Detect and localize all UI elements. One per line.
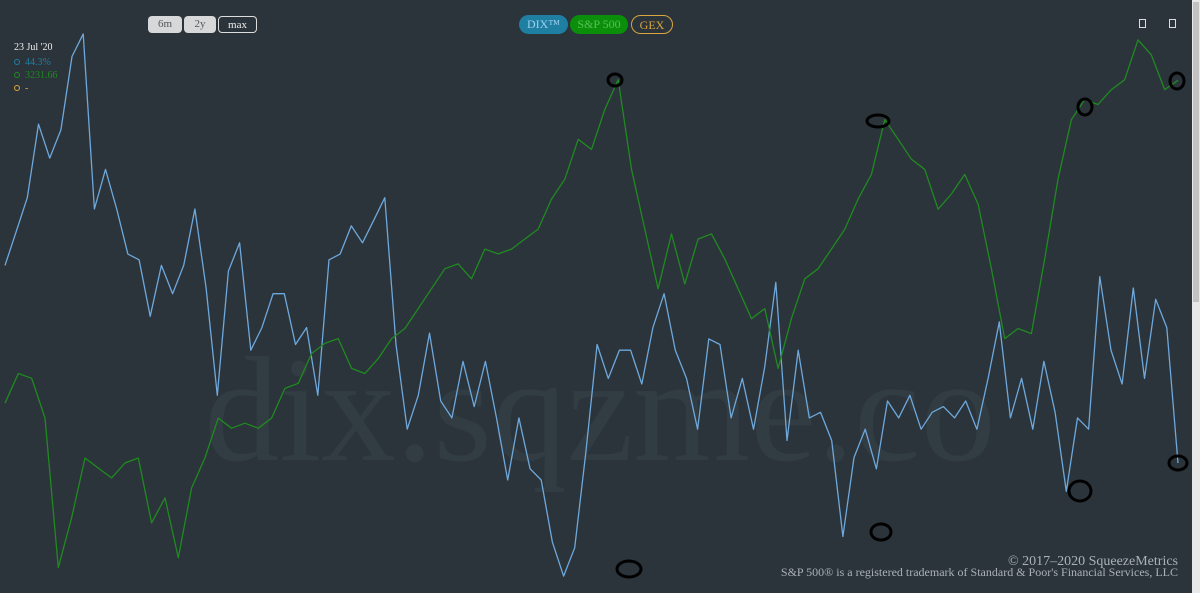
readout-date: 23 Jul '20 <box>14 42 53 53</box>
circle-annotation <box>606 72 624 88</box>
series-line <box>4 33 1179 577</box>
readout-value: 3231.66 <box>25 70 58 81</box>
circle-annotation <box>869 522 893 542</box>
scroll-thumb[interactable] <box>1193 2 1199 302</box>
series-toggle[interactable]: S&P 500 <box>570 15 628 34</box>
series-line <box>4 39 1179 569</box>
gex-toggle[interactable]: GEX <box>631 15 673 34</box>
circle-annotation <box>1067 479 1093 503</box>
readout-item: - <box>14 83 28 94</box>
scrollbar[interactable] <box>1192 0 1200 593</box>
circle-annotation <box>1168 71 1186 91</box>
trademark: S&P 500® is a registered trademark of St… <box>780 565 1178 579</box>
series-toggle[interactable]: DIX™ <box>519 15 568 34</box>
icon-button[interactable] <box>1169 19 1176 28</box>
copyright: © 2017–2020 SqueezeMetrics <box>1007 554 1178 569</box>
readout-dot <box>14 59 20 65</box>
range-button[interactable]: 6m <box>148 16 182 33</box>
readout-value: 44.3% <box>25 57 51 68</box>
circle-annotation <box>1167 454 1189 472</box>
circle-annotation <box>615 559 643 579</box>
readout-value: - <box>25 83 29 94</box>
range-button[interactable]: max <box>218 16 257 33</box>
circle-annotation <box>1076 97 1094 117</box>
circle-annotation <box>865 113 891 129</box>
range-button[interactable]: 2y <box>184 16 216 33</box>
icon-button[interactable] <box>1139 19 1146 28</box>
annotations <box>606 71 1189 579</box>
readout-dot <box>14 72 20 78</box>
readout-item: 44.3% <box>14 57 51 68</box>
readout-item: 3231.66 <box>14 70 58 81</box>
readout-dot <box>14 85 20 91</box>
